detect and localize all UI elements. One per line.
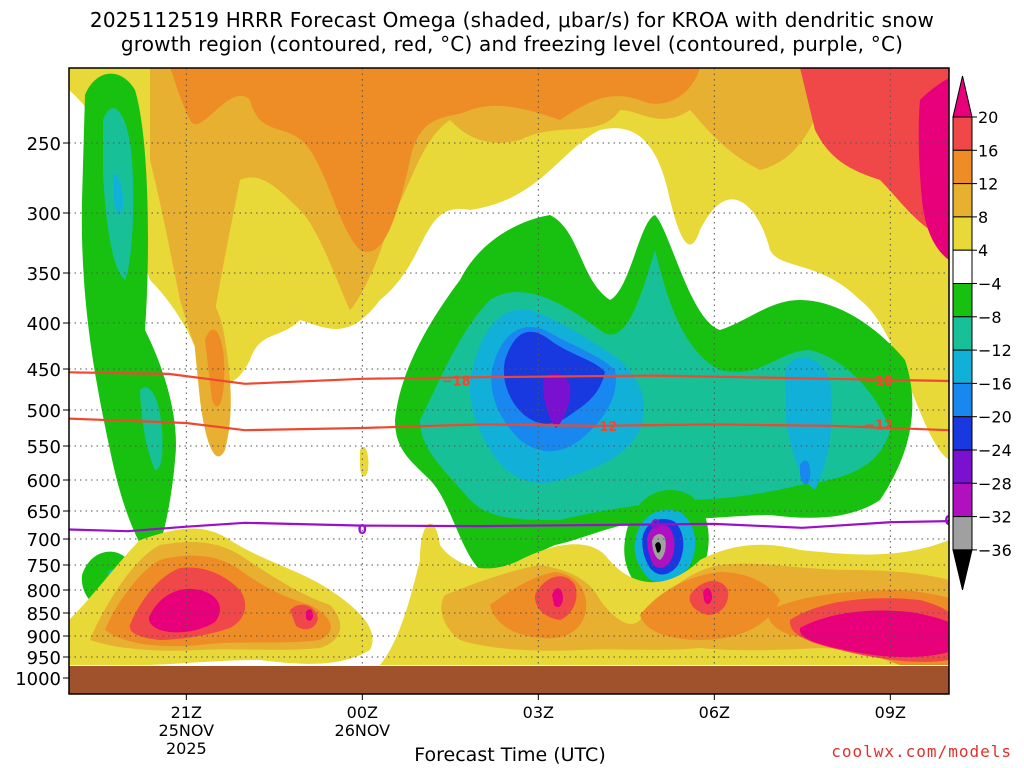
- colorbar-segment-10: [952, 416, 973, 451]
- colorbar-label-9: −20: [978, 408, 1012, 427]
- colorbar-label-5: −4: [978, 275, 1002, 294]
- contour-label-dgz-minus12-0: −12: [588, 420, 617, 435]
- contour-label-freezing-0-2: 0: [944, 514, 953, 529]
- x-tick-label-1-1: 26NOV: [335, 721, 391, 740]
- y-axis: 2503003504004505005506006507007508008509…: [15, 134, 69, 690]
- colorbar-label-3: 8: [978, 208, 988, 227]
- ground-surface: [69, 666, 949, 694]
- x-tick-label-0-1: 25NOV: [159, 721, 215, 740]
- grid-lines: [69, 68, 949, 666]
- omega-region-lower-black: [655, 542, 661, 553]
- contour-dgz-minus12: [69, 417, 949, 432]
- omega-region-orange-upper: [170, 68, 700, 252]
- x-tick-label-0-2: 2025: [166, 739, 207, 758]
- omega-region-left-cyan: [113, 174, 124, 215]
- omega-region-upper-right-magenta: [918, 78, 949, 260]
- contour-label-dgz-minus18-1: −18: [864, 374, 893, 389]
- omega-region-left-teal-lower: [140, 387, 163, 470]
- x-tick-label-4-0: 09Z: [875, 703, 906, 722]
- colorbar-segment-6: [952, 283, 973, 318]
- omega-region-orange-streak: [205, 329, 225, 407]
- omega-region-right-cyan: [785, 357, 832, 490]
- colorbar-segment-2: [952, 149, 973, 185]
- y-tick-label-350: 350: [27, 264, 61, 285]
- colorbar-segment-1: [952, 116, 973, 151]
- colorbar-label-7: −12: [978, 341, 1012, 360]
- y-tick-label-850: 850: [27, 604, 61, 625]
- x-tick-label-0-0: 21Z: [171, 703, 202, 722]
- y-tick-label-700: 700: [27, 530, 61, 551]
- contour-freezing-0: [69, 519, 949, 533]
- colorbar-label-2: 12: [978, 175, 998, 194]
- x-axis: 21Z25NOV202500Z26NOV03Z06Z09Z12Z: [159, 694, 906, 758]
- colorbar-segment-4: [952, 216, 973, 251]
- colorbar-top-arrow: [952, 75, 973, 118]
- omega-shading: [69, 68, 949, 694]
- colorbar-label-11: −28: [978, 474, 1012, 493]
- colorbar-label-8: −16: [978, 374, 1012, 393]
- chart-title-line1: 2025112519 HRRR Forecast Omega (shaded, …: [89, 8, 935, 32]
- y-tick-label-400: 400: [27, 314, 61, 335]
- contour-label-dgz-minus18-0: −18: [442, 374, 471, 389]
- credit-text: coolwx.com/models: [831, 742, 1012, 761]
- y-tick-label-900: 900: [27, 627, 61, 648]
- contour-label-freezing-0-1: 0: [651, 518, 660, 533]
- x-tick-label-1-0: 00Z: [347, 703, 378, 722]
- y-tick-label-750: 750: [27, 556, 61, 577]
- y-tick-label-650: 650: [27, 502, 61, 523]
- colorbar-label-10: −24: [978, 441, 1012, 460]
- colorbar-label-0: 20: [978, 108, 998, 127]
- y-tick-label-950: 950: [27, 648, 61, 669]
- omega-region-right-blue-dot: [800, 460, 811, 485]
- colorbar-label-13: −36: [978, 541, 1012, 560]
- y-tick-label-1000: 1000: [15, 669, 61, 690]
- x-tick-label-2-0: 03Z: [523, 703, 554, 722]
- y-tick-label-500: 500: [27, 401, 61, 422]
- y-tick-label-800: 800: [27, 581, 61, 602]
- y-tick-label-250: 250: [27, 134, 61, 155]
- colorbar-segment-5: [952, 249, 973, 284]
- colorbar-label-6: −8: [978, 308, 1002, 327]
- x-axis-label: Forecast Time (UTC): [414, 744, 606, 766]
- colorbar-segment-7: [952, 316, 973, 351]
- colorbar: 20 16 12 8 4 −4 −8 −12 −16 −20 −24 −28 −32 −36: [952, 75, 1012, 591]
- colorbar-segment-3: [952, 183, 973, 218]
- contour-label-dgz-minus12-1: −12: [864, 418, 893, 433]
- plot-frame: [68, 67, 950, 695]
- colorbar-segment-12: [952, 482, 973, 518]
- colorbar-segment-11: [952, 449, 973, 484]
- y-tick-label-450: 450: [27, 360, 61, 381]
- omega-region-low-orange: [105, 555, 949, 665]
- chart-title-line2: growth region (contoured, red, °C) and f…: [120, 32, 904, 56]
- y-tick-label-300: 300: [27, 204, 61, 225]
- contour-lines: −18 −18 −12 −12 0 0 0: [69, 371, 953, 538]
- colorbar-label-12: −32: [978, 508, 1012, 527]
- colorbar-bottom-arrow: [952, 549, 973, 591]
- colorbar-segment-13: [952, 516, 973, 551]
- contour-label-freezing-0-0: 0: [358, 523, 367, 538]
- y-tick-label-600: 600: [27, 471, 61, 492]
- colorbar-label-1: 16: [978, 141, 998, 160]
- contour-dgz-minus18: [69, 371, 949, 385]
- colorbar-segment-8: [952, 349, 973, 384]
- omega-region-low-magenta: [148, 588, 949, 658]
- omega-region-central-purple: [542, 373, 571, 428]
- x-tick-label-3-0: 06Z: [699, 703, 730, 722]
- colorbar-label-4: 4: [978, 241, 988, 260]
- omega-region-upper-right-red: [800, 68, 949, 240]
- y-tick-label-550: 550: [27, 437, 61, 458]
- colorbar-segment-9: [952, 382, 973, 418]
